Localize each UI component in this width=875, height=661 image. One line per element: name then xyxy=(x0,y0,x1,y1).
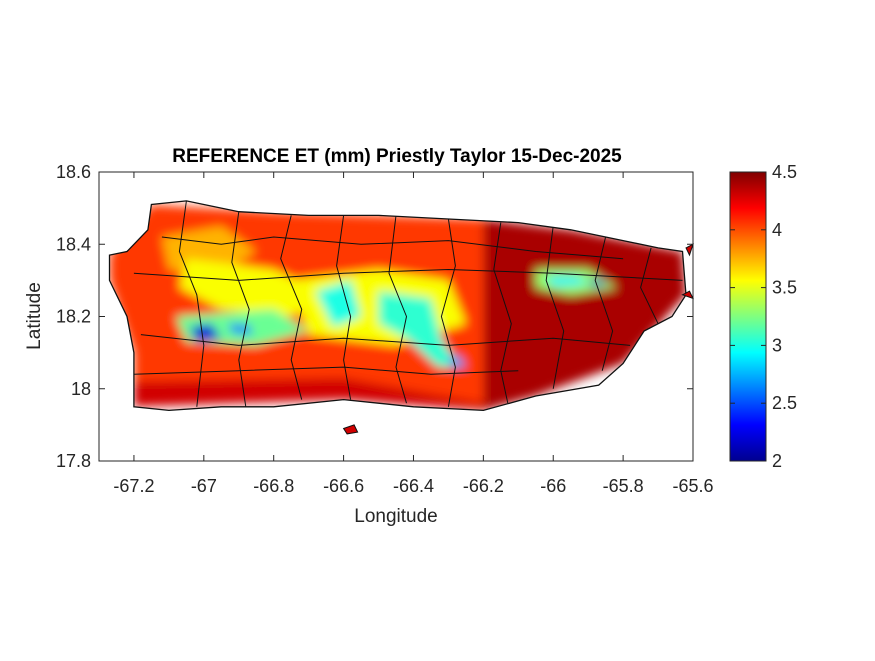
municipality-boundary-13 xyxy=(161,236,624,260)
colorbar-tick-label: 4 xyxy=(772,220,782,240)
x-tick-label: -67.2 xyxy=(113,476,154,496)
colorbar-ticks: 2 2.5 3 3.5 4 4.5 xyxy=(730,162,797,471)
et-region-3 xyxy=(161,226,257,274)
y-tick-label: 17.8 xyxy=(56,451,91,471)
x-axis-label: Longitude xyxy=(354,506,437,527)
colorbar xyxy=(729,171,767,462)
municipality-boundary-3 xyxy=(336,215,352,400)
et-value-field xyxy=(109,200,686,411)
y-axis: 17.8 18 18.2 18.4 18.6 xyxy=(56,162,693,471)
y-tick-label: 18.6 xyxy=(56,162,91,182)
y-tick-label: 18 xyxy=(71,379,91,399)
et-region-8 xyxy=(378,291,459,368)
et-region-4 xyxy=(179,258,327,317)
y-tick-label: 18.2 xyxy=(56,307,91,327)
municipality-boundary-2 xyxy=(280,215,303,400)
municipality-boundary-5 xyxy=(440,218,456,407)
colorbar-tick-label: 2 xyxy=(772,451,782,471)
colorbar-tick-label: 3 xyxy=(772,335,782,355)
island-map xyxy=(108,200,694,435)
municipality-boundary-0 xyxy=(178,200,205,407)
municipality-boundary-11 xyxy=(140,334,631,346)
coastline xyxy=(108,200,687,412)
figure-title: REFERENCE ET (mm) Priestly Taylor 15-Dec… xyxy=(172,146,622,167)
colorbar-tick-label: 4.5 xyxy=(772,162,797,182)
islet-1 xyxy=(685,243,694,257)
et-region-2 xyxy=(133,377,484,411)
colorbar-tick-label: 2.5 xyxy=(772,393,797,413)
islet-0 xyxy=(342,424,359,435)
x-tick-label: -65.6 xyxy=(672,476,713,496)
x-axis: -67.2 -67 -66.8 -66.6 -66.4 -66.2 -66 -65.8 -65.… xyxy=(113,172,714,496)
colorbar-tick-label: 3.5 xyxy=(772,278,797,298)
x-tick-label: -66.6 xyxy=(323,476,364,496)
municipality-boundary-8 xyxy=(594,236,614,371)
municipality-boundary-12 xyxy=(133,366,519,375)
x-tick-label: -66 xyxy=(540,476,566,496)
municipality-boundary-6 xyxy=(493,222,512,404)
municipality-boundary-1 xyxy=(231,211,250,407)
et-region-12 xyxy=(228,323,253,335)
x-tick-label: -65.8 xyxy=(603,476,644,496)
et-region-10 xyxy=(546,276,589,286)
municipality-boundary-7 xyxy=(545,226,565,389)
x-tick-label: -67 xyxy=(191,476,217,496)
islet-2 xyxy=(681,290,694,300)
et-region-7 xyxy=(315,280,362,328)
x-tick-label: -66.2 xyxy=(463,476,504,496)
municipality-boundary-9 xyxy=(640,247,659,324)
municipality-boundary-4 xyxy=(388,215,408,404)
y-axis-label: Latitude xyxy=(24,282,45,350)
et-region-13 xyxy=(588,280,606,286)
municipality-boundary-10 xyxy=(133,268,683,281)
x-tick-label: -66.4 xyxy=(393,476,434,496)
y-tick-label: 18.4 xyxy=(56,234,91,254)
x-tick-label: -66.8 xyxy=(253,476,294,496)
et-region-1 xyxy=(483,219,686,411)
et-region-11 xyxy=(189,323,222,342)
